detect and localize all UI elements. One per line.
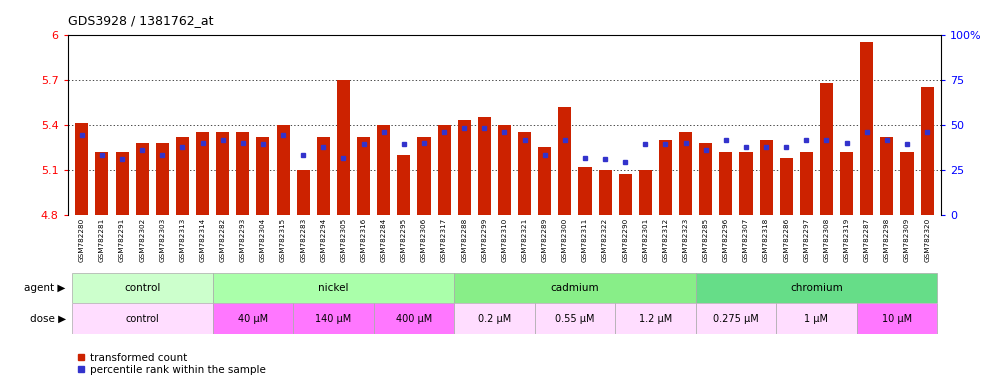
Bar — [780, 158, 793, 215]
Bar — [900, 152, 913, 215]
Bar — [579, 167, 592, 215]
Text: control: control — [125, 314, 159, 324]
Bar — [518, 132, 531, 215]
Bar — [72, 273, 212, 303]
Bar — [196, 132, 209, 215]
Bar — [212, 303, 293, 334]
Bar — [538, 147, 551, 215]
Bar — [679, 132, 692, 215]
Bar — [256, 137, 270, 215]
Bar — [357, 137, 371, 215]
Bar — [659, 140, 672, 215]
Bar — [820, 83, 833, 215]
Bar — [638, 170, 652, 215]
Text: cadmium: cadmium — [551, 283, 600, 293]
Text: 0.55 μM: 0.55 μM — [555, 314, 595, 324]
Bar — [317, 137, 330, 215]
Bar — [337, 79, 350, 215]
Bar — [454, 303, 535, 334]
Bar — [861, 42, 873, 215]
Bar — [478, 117, 491, 215]
Bar — [454, 273, 695, 303]
Bar — [216, 132, 229, 215]
Bar — [840, 152, 854, 215]
Bar — [857, 303, 937, 334]
Bar — [437, 125, 450, 215]
Bar — [776, 303, 857, 334]
Bar — [293, 303, 374, 334]
Bar — [760, 140, 773, 215]
Text: 40 μM: 40 μM — [238, 314, 268, 324]
Text: GDS3928 / 1381762_at: GDS3928 / 1381762_at — [68, 14, 213, 27]
Bar — [535, 303, 616, 334]
Bar — [616, 303, 695, 334]
Text: agent ▶: agent ▶ — [24, 283, 66, 293]
Text: 1.2 μM: 1.2 μM — [638, 314, 672, 324]
Text: 400 μM: 400 μM — [395, 314, 432, 324]
Bar — [695, 273, 937, 303]
Bar — [374, 303, 454, 334]
Bar — [599, 170, 612, 215]
Bar — [176, 137, 189, 215]
Text: 10 μM: 10 μM — [881, 314, 912, 324]
Bar — [135, 143, 148, 215]
Bar — [277, 125, 290, 215]
Bar — [96, 152, 109, 215]
Bar — [236, 132, 249, 215]
Bar — [377, 125, 390, 215]
Text: 0.275 μM: 0.275 μM — [713, 314, 759, 324]
Bar — [619, 174, 631, 215]
Bar — [719, 152, 732, 215]
Text: 1 μM: 1 μM — [805, 314, 829, 324]
Bar — [397, 155, 410, 215]
Bar — [76, 123, 89, 215]
Legend: transformed count, percentile rank within the sample: transformed count, percentile rank withi… — [73, 348, 270, 379]
Bar — [699, 143, 712, 215]
Bar — [155, 143, 169, 215]
Text: 0.2 μM: 0.2 μM — [478, 314, 511, 324]
Bar — [116, 152, 128, 215]
Bar — [458, 120, 471, 215]
Bar — [695, 303, 776, 334]
Bar — [800, 152, 813, 215]
Bar — [739, 152, 753, 215]
Bar — [880, 137, 893, 215]
Bar — [920, 87, 933, 215]
Text: nickel: nickel — [318, 283, 349, 293]
Text: control: control — [124, 283, 160, 293]
Text: dose ▶: dose ▶ — [30, 314, 66, 324]
Bar — [212, 273, 454, 303]
Bar — [498, 125, 511, 215]
Text: 140 μM: 140 μM — [316, 314, 352, 324]
Bar — [417, 137, 430, 215]
Bar — [559, 107, 572, 215]
Bar — [72, 303, 212, 334]
Bar — [297, 170, 310, 215]
Text: chromium: chromium — [790, 283, 843, 293]
